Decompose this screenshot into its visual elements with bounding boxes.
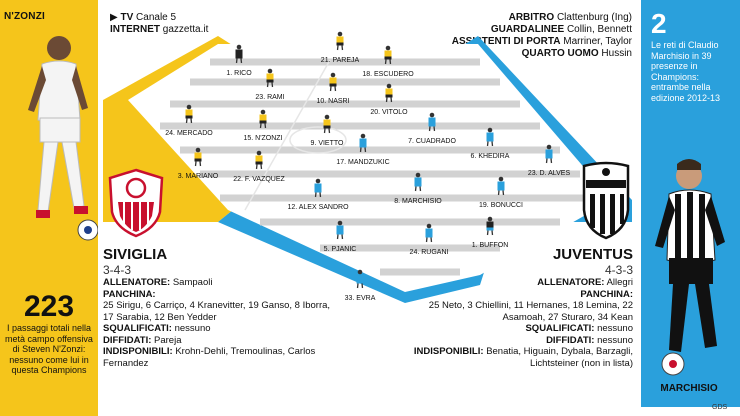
away-player-label: 7. CUADRADO <box>408 138 456 145</box>
away-player-figure <box>356 269 364 289</box>
credit: GDS <box>712 404 728 411</box>
away-player-label: 33. EVRA <box>344 295 376 302</box>
internet-label: INTERNET <box>110 24 160 35</box>
away-player-figure <box>336 220 344 240</box>
left-stat-value: 223 <box>23 290 75 323</box>
away-player-figure <box>314 178 322 198</box>
home-player-label: 15. N'ZONZI <box>243 135 283 142</box>
home-player-figure <box>235 44 243 64</box>
official-linesmen: GUARDALINEE Collin, Bennett <box>490 24 632 35</box>
away-player-label: 1. BUFFON <box>471 242 509 249</box>
left-stat-text: I passaggi totali nella metà campo offen… <box>5 323 93 375</box>
home-warned: DIFFIDATI: Pareja <box>103 334 182 346</box>
home-bench-label: PANCHINA: <box>103 288 156 300</box>
juventus-crest <box>582 161 630 240</box>
officials-block: ARBITRO Clattenburg (Ing) GUARDALINEE Co… <box>400 12 632 60</box>
home-player-figure <box>323 114 331 134</box>
away-warned: DIFFIDATI: nessuno <box>546 334 633 346</box>
tv-label: TV <box>120 12 134 23</box>
official-referee: ARBITRO Clattenburg (Ing) <box>508 12 632 23</box>
home-player-label: 23. RAMI <box>255 94 285 101</box>
player-photo-nzonzi <box>28 36 98 241</box>
away-player-figure <box>486 127 494 147</box>
home-player-label: 18. ESCUDERO <box>362 71 414 78</box>
official-fourth: QUARTO UOMO Hussin <box>521 48 632 59</box>
home-player-label: 24. MERCADO <box>165 130 213 137</box>
internet-value: gazzetta.it <box>162 24 209 35</box>
home-player-figure <box>194 147 202 167</box>
away-player-label: 17. MANDZUKIC <box>336 159 390 166</box>
away-player-figure <box>428 112 436 132</box>
home-team-name: SIVIGLIA <box>103 246 168 263</box>
away-bench: 25 Neto, 3 Chiellini, 11 Hernanes, 18 Le… <box>428 300 633 323</box>
internet-info: INTERNET gazzetta.it <box>110 24 208 36</box>
away-unavailable: INDISPONIBILI: Benatia, Higuain, Dybala,… <box>413 346 633 369</box>
away-coach: ALLENATORE: Allegri <box>537 277 633 288</box>
away-player-label: 6. KHEDIRA <box>470 153 510 160</box>
home-player-figure <box>255 150 263 170</box>
player-photo-marchisio <box>655 159 725 376</box>
play-icon: ▶ <box>110 12 118 23</box>
home-player-label: 1. RICO <box>226 70 252 77</box>
home-coach: ALLENATORE: Sampaoli <box>103 277 213 288</box>
home-team-formation: 3-4-3 <box>103 263 132 277</box>
away-suspended: SQUALIFICATI: nessuno <box>525 323 633 334</box>
home-player-figure <box>384 45 392 65</box>
pitch-stripes <box>160 58 600 276</box>
tv-info: ▶ TV Canale 5 <box>110 12 176 24</box>
away-player-figure <box>425 223 433 243</box>
away-player-label: 5. PJANIC <box>323 246 357 253</box>
right-player-name: MARCHISIO <box>660 383 718 394</box>
right-stat-value: 2 <box>651 8 667 39</box>
home-player-figures <box>185 31 393 170</box>
away-player-figure <box>486 216 494 236</box>
away-player-figure <box>497 176 505 196</box>
home-player-label: 21. PAREJA <box>320 57 360 64</box>
home-player-label: 3. MARIANO <box>177 173 219 180</box>
away-bench-label: PANCHINA: <box>580 288 633 300</box>
home-suspended: SQUALIFICATI: nessuno <box>103 323 211 334</box>
away-team-block: JUVENTUS 4-3-3 ALLENATORE: Allegri PANCH… <box>405 246 633 369</box>
away-player-label: 12. ALEX SANDRO <box>287 204 349 211</box>
right-stat-text: Le reti di Claudio Marchisio in 39 prese… <box>651 40 721 103</box>
away-player-figure <box>414 172 422 192</box>
away-player-label: 23. D. ALVES <box>527 170 571 177</box>
home-player-figure <box>385 83 393 103</box>
away-team-name: JUVENTUS <box>552 246 633 263</box>
home-player-label: 22. F. VAZQUEZ <box>233 176 285 183</box>
tv-value: Canale 5 <box>136 12 177 23</box>
home-player-figure <box>185 104 193 124</box>
away-player-label: 19. BONUCCI <box>479 202 523 209</box>
home-player-figure <box>266 68 274 88</box>
home-player-figure <box>259 109 267 129</box>
home-player-label: 9. VIETTO <box>310 140 344 147</box>
halfway-line <box>244 59 331 211</box>
away-player-figure <box>359 133 367 153</box>
official-goal-assistants: ASSISTENTI DI PORTA Marriner, Taylor <box>451 36 632 47</box>
home-player-label: 20. VITOLO <box>370 109 408 116</box>
away-team-formation: 4-3-3 <box>604 263 633 277</box>
home-player-figure <box>336 31 344 51</box>
sevilla-crest <box>108 168 164 238</box>
home-player-figure <box>329 72 337 92</box>
center-circle <box>289 126 347 154</box>
home-player-label: 10. NASRI <box>316 98 350 105</box>
away-player-figures <box>314 112 553 289</box>
home-team-block: SIVIGLIA 3-4-3 ALLENATORE: Sampaoli PANC… <box>103 246 333 369</box>
home-unavailable: INDISPONIBILI: Krohn-Dehli, Tremoulinas,… <box>103 346 316 369</box>
left-player-name: N'ZONZI <box>4 11 45 22</box>
away-player-figure <box>545 144 553 164</box>
away-player-label: 24. RUGANI <box>409 249 449 256</box>
home-bench: 25 Sirigu, 6 Carriço, 4 Kranevitter, 19 … <box>103 300 331 323</box>
away-player-label: 8. MARCHISIO <box>394 198 442 205</box>
